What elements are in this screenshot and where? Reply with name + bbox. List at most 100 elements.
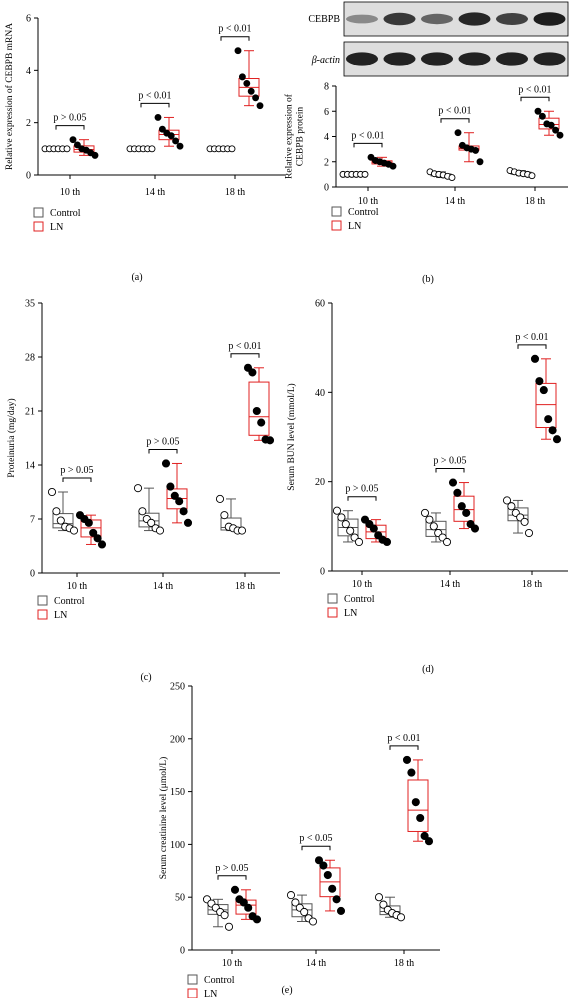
ln-data-point — [424, 837, 434, 846]
control-data-point — [148, 145, 156, 153]
ln-data-point — [336, 906, 346, 915]
ln-data-point — [89, 528, 98, 537]
cebpb-band — [458, 12, 491, 26]
legend: Control LN — [331, 206, 379, 232]
actin-band — [496, 52, 528, 66]
y-tick-label: 0 — [324, 183, 329, 194]
cebpb-band — [533, 12, 566, 26]
ln-data-point — [552, 435, 562, 444]
control-data-point — [220, 511, 229, 520]
ln-data-point — [234, 47, 242, 55]
control-box-group — [133, 484, 165, 535]
control-data-point — [524, 528, 534, 538]
control-data-point — [374, 893, 384, 902]
ln-data-point — [243, 79, 251, 87]
ln-data-point — [535, 377, 544, 386]
ln-data-point — [382, 537, 392, 547]
y-tick-label: 6 — [26, 14, 31, 25]
y-tick-label: 35 — [25, 299, 35, 310]
panel-caption: (a) — [131, 272, 142, 283]
ln-data-point — [247, 87, 255, 95]
ln-data-point — [544, 415, 553, 424]
p-value-label: p < 0.01 — [138, 90, 171, 101]
y-tick-label: 250 — [170, 682, 185, 693]
y-tick-label: 6 — [324, 107, 329, 118]
significance-bracket — [517, 344, 547, 349]
panel-caption: (c) — [140, 672, 151, 683]
legend-label-ln: LN — [54, 610, 67, 621]
x-tick-label: 14 th — [440, 579, 460, 590]
legend-swatch-ln — [327, 607, 338, 618]
ln-data-point — [166, 482, 175, 491]
blot-label-actin: β-actin — [311, 55, 340, 66]
x-tick-label: 10 th — [352, 579, 372, 590]
significance-bracket — [520, 96, 550, 102]
legend-label-control: Control — [344, 594, 375, 605]
ln-box-group — [448, 478, 480, 533]
p-value-label: p > 0.05 — [345, 484, 378, 495]
p-value-label: p < 0.01 — [387, 733, 420, 744]
legend: Control LN — [37, 595, 85, 621]
chart-panel-e: 0 50 100 150 200 250 Serum creatinine level (μ… — [158, 682, 440, 998]
control-data-point — [291, 898, 300, 907]
legend-swatch-control — [37, 595, 48, 606]
x-tick-label: 18 th — [225, 187, 245, 198]
ln-box-group — [534, 107, 564, 139]
y-tick-label: 60 — [315, 299, 325, 310]
y-tick-label: 4 — [26, 66, 31, 77]
control-data-point — [448, 174, 456, 181]
y-tick-label: 28 — [25, 353, 35, 364]
significance-bracket — [353, 142, 383, 148]
control-data-point — [47, 487, 57, 497]
chart-panel-c: 0 7 14 21 28 35 Proteinuria (mg/day) 10 th p > 0… — [6, 299, 280, 683]
ln-data-point — [453, 488, 462, 497]
legend: Control LN — [327, 593, 375, 619]
ln-data-point — [462, 508, 471, 517]
x-tick-label: 14 th — [145, 187, 165, 198]
legend-swatch-control — [33, 207, 44, 218]
ln-data-point — [172, 137, 180, 145]
blot-label-cebpb: CEBPB — [308, 14, 340, 25]
ln-data-point — [328, 884, 337, 893]
x-tick-label: 18 th — [394, 958, 414, 969]
western-blot: CEBPB β-actin — [308, 1, 569, 77]
ln-data-point — [84, 518, 93, 527]
blot-panel-actin — [343, 41, 569, 77]
legend-label-ln: LN — [50, 222, 63, 233]
actin-band — [383, 52, 416, 66]
y-axis-label: Serum creatinine level (μmol/L) — [158, 757, 169, 879]
legend-label-ln: LN — [348, 221, 361, 232]
y-tick-label: 0 — [26, 171, 31, 182]
ln-data-point — [244, 903, 253, 912]
control-data-point — [420, 508, 430, 517]
ln-data-point — [73, 141, 81, 149]
legend-label-control: Control — [54, 596, 85, 607]
ln-data-point — [154, 113, 162, 121]
control-box-group — [126, 145, 156, 153]
legend-swatch-ln — [187, 988, 198, 998]
y-tick-label: 150 — [170, 787, 185, 798]
ln-data-point — [411, 798, 420, 807]
legend-swatch-ln — [37, 609, 48, 620]
x-tick-label: 18 th — [522, 579, 542, 590]
control-data-point — [425, 515, 434, 524]
control-data-point — [147, 518, 156, 527]
ln-box-group — [234, 47, 264, 110]
ln-box-group — [75, 511, 107, 549]
significance-bracket — [347, 496, 377, 501]
control-box-group — [286, 891, 318, 926]
control-data-point — [520, 517, 529, 526]
control-data-point — [52, 507, 61, 516]
significance-bracket — [220, 36, 250, 41]
x-tick-label: 10 th — [60, 187, 80, 198]
y-axis-label: Relative expression of CEBPB mRNA — [4, 23, 15, 170]
ln-data-point — [69, 136, 77, 144]
cebpb-band — [421, 13, 453, 25]
control-data-point — [396, 913, 406, 922]
significance-bracket — [301, 845, 331, 851]
panel-caption: (b) — [422, 274, 434, 285]
control-box-group — [206, 145, 236, 153]
control-data-point — [224, 922, 234, 931]
ln-data-point — [548, 426, 557, 435]
p-value-label: p > 0.05 — [215, 863, 248, 874]
